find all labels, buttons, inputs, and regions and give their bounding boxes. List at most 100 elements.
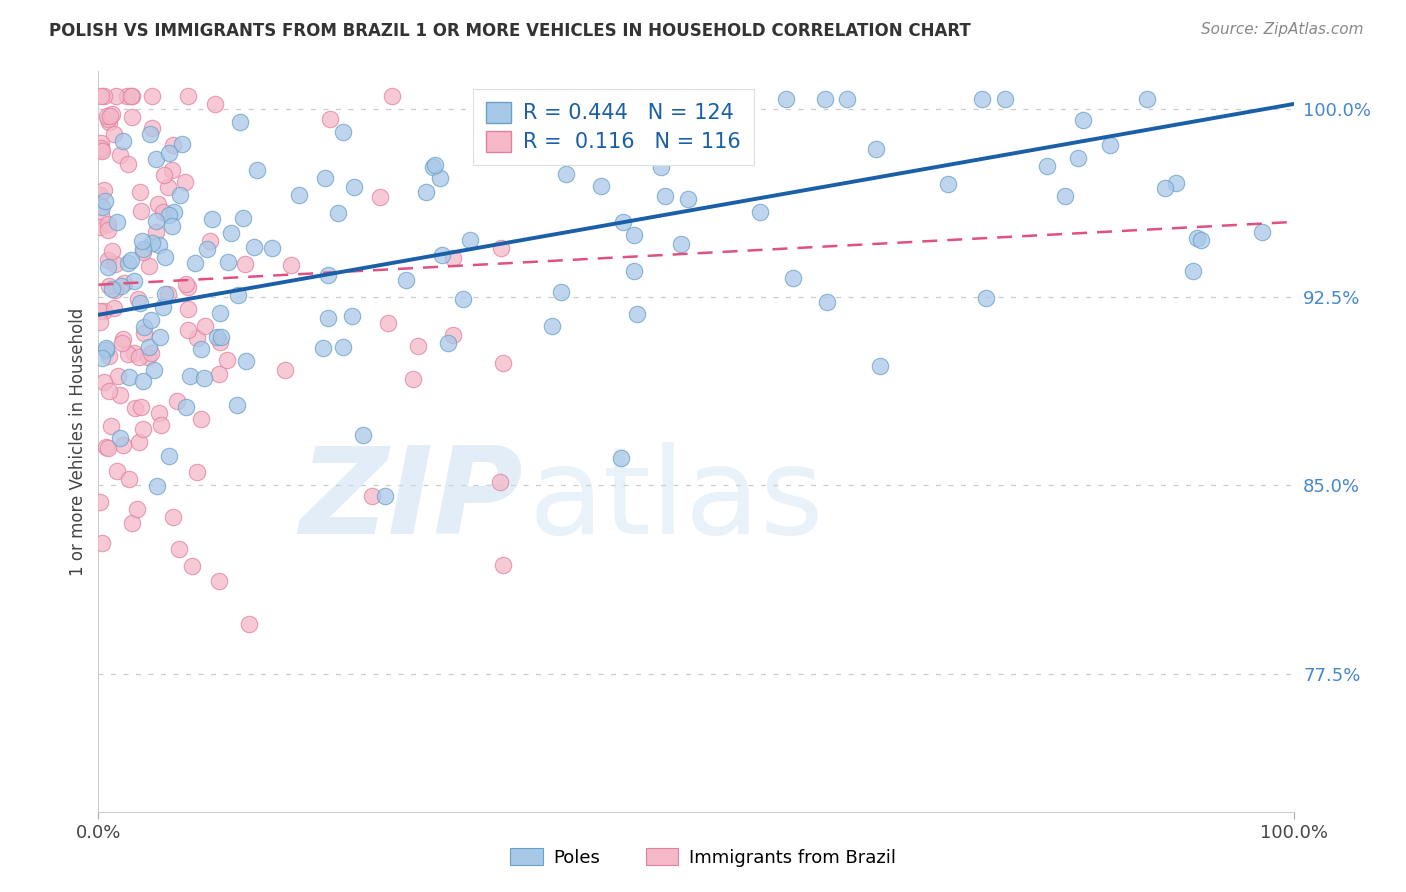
Point <box>186 331 208 345</box>
Point <box>132 422 155 436</box>
Point <box>243 240 266 254</box>
Point <box>1251 225 1274 239</box>
Point <box>98 110 121 124</box>
Point <box>623 264 645 278</box>
Point <box>89 315 111 329</box>
Point <box>125 501 148 516</box>
Point <box>1099 138 1122 153</box>
Point <box>153 168 176 182</box>
Point <box>157 286 180 301</box>
Point <box>108 388 131 402</box>
Point <box>167 541 190 556</box>
Point <box>104 258 127 272</box>
Point <box>89 495 111 509</box>
Point <box>111 335 134 350</box>
Point <box>131 242 153 256</box>
Point <box>555 167 578 181</box>
Point <box>121 516 143 531</box>
Point <box>136 350 159 364</box>
Point <box>718 92 741 106</box>
Point <box>217 254 239 268</box>
Point <box>177 89 200 103</box>
Point <box>437 336 460 351</box>
Point <box>395 273 418 287</box>
Point <box>1136 92 1159 106</box>
Point <box>148 238 170 252</box>
Point <box>208 367 231 381</box>
Point <box>162 219 184 233</box>
Point <box>246 163 269 178</box>
Point <box>90 89 112 103</box>
Point <box>93 375 115 389</box>
Point <box>209 330 232 344</box>
Point <box>1181 264 1204 278</box>
Point <box>1153 180 1175 194</box>
Point <box>441 251 464 265</box>
Point <box>273 363 295 377</box>
Point <box>100 418 122 433</box>
Legend: R = 0.444   N = 124, R =  0.116   N = 116: R = 0.444 N = 124, R = 0.116 N = 116 <box>474 89 754 165</box>
Point <box>128 435 150 450</box>
Point <box>201 211 224 226</box>
Point <box>91 351 114 365</box>
Point <box>423 158 446 172</box>
Point <box>112 134 135 148</box>
Point <box>91 536 114 550</box>
Point <box>429 170 451 185</box>
Point <box>492 558 515 573</box>
Point <box>198 234 221 248</box>
Point <box>153 250 176 264</box>
Point <box>97 112 120 126</box>
Point <box>101 282 124 296</box>
Point <box>104 89 127 103</box>
Point <box>93 89 115 103</box>
Point <box>314 171 336 186</box>
Point <box>110 431 132 445</box>
Point <box>179 368 201 383</box>
Point <box>162 138 184 153</box>
Point <box>162 163 184 178</box>
Point <box>138 340 160 354</box>
Point <box>146 196 169 211</box>
Point <box>232 211 254 226</box>
Point <box>110 279 132 293</box>
Point <box>711 94 734 108</box>
Point <box>194 318 217 333</box>
Point <box>180 558 202 573</box>
Point <box>89 187 111 202</box>
Point <box>228 288 250 302</box>
Point <box>145 213 167 227</box>
Point <box>190 342 212 356</box>
Point <box>225 399 247 413</box>
Point <box>204 97 226 112</box>
Point <box>90 136 112 151</box>
Point <box>98 384 121 398</box>
Point <box>93 183 115 197</box>
Point <box>93 304 115 318</box>
Point <box>157 449 180 463</box>
Point <box>208 306 231 320</box>
Point <box>340 310 363 324</box>
Point <box>195 242 218 256</box>
Point <box>326 205 349 219</box>
Point <box>132 245 155 260</box>
Point <box>121 110 143 124</box>
Point <box>111 438 134 452</box>
Point <box>1189 233 1212 247</box>
Point <box>115 89 138 103</box>
Text: Source: ZipAtlas.com: Source: ZipAtlas.com <box>1201 22 1364 37</box>
Point <box>138 259 160 273</box>
Point <box>370 190 392 204</box>
Point <box>374 489 396 503</box>
Point <box>238 617 260 632</box>
Point <box>97 222 120 236</box>
Point <box>319 112 342 127</box>
Point <box>591 178 613 193</box>
Point <box>415 186 437 200</box>
Point <box>149 418 172 433</box>
Point <box>129 204 152 219</box>
Point <box>936 177 959 191</box>
Point <box>316 268 339 283</box>
Point <box>453 293 475 307</box>
Point <box>782 270 804 285</box>
